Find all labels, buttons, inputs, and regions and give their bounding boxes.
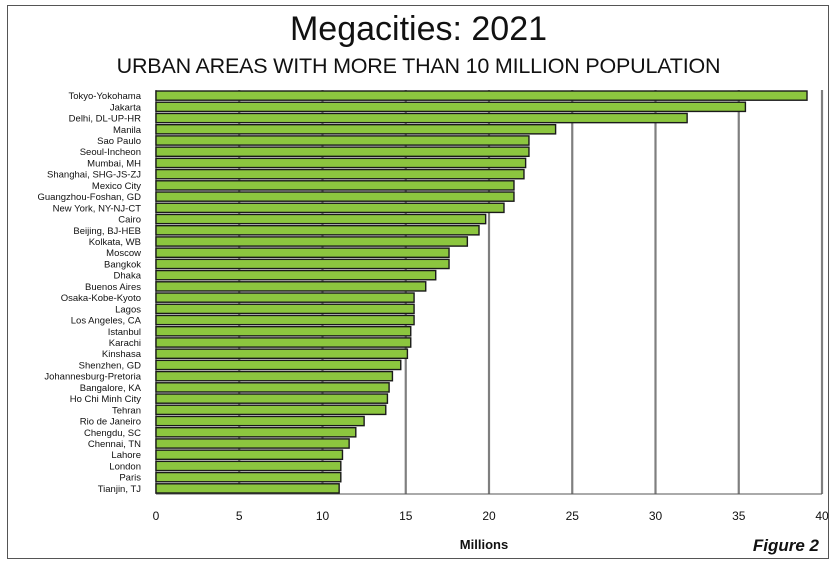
bar	[155, 460, 342, 472]
category-label: Buenos Aires	[85, 282, 141, 293]
bar	[155, 90, 808, 101]
category-label: Mumbai, MH	[87, 158, 141, 169]
category-label: Lagos	[115, 304, 141, 315]
x-tick-label: 30	[649, 509, 663, 523]
bar	[155, 180, 515, 191]
bar	[155, 471, 342, 483]
x-tick-label: 15	[399, 509, 413, 523]
bars	[155, 90, 808, 494]
category-label: Los Angeles, CA	[71, 316, 142, 327]
bar	[155, 236, 469, 247]
bar	[155, 325, 412, 337]
bar	[155, 224, 480, 236]
bar	[155, 112, 688, 124]
x-tick-label: 35	[732, 509, 746, 523]
category-label: Lahore	[111, 450, 141, 461]
category-label: Manila	[113, 125, 142, 136]
bar	[155, 135, 530, 146]
category-label: Johannesburg-Pretoria	[44, 372, 141, 383]
x-tick-labels: 0 5 10 15 20 25 30 35 40	[153, 509, 829, 523]
x-axis-label: Millions	[459, 537, 509, 552]
category-label: Beijing, BJ-HEB	[73, 226, 141, 237]
x-tick-label: 40	[815, 509, 829, 523]
bar	[155, 404, 387, 416]
category-label: Jakarta	[110, 102, 142, 113]
category-label: Guangzhou-Foshan, GD	[37, 192, 141, 203]
bar	[155, 303, 415, 315]
bar	[155, 191, 515, 202]
category-label: Osaka-Kobe-Kyoto	[61, 293, 141, 304]
gridlines	[155, 90, 824, 495]
category-label: Paris	[119, 473, 141, 484]
bar	[155, 359, 402, 371]
category-label: Kolkata, WB	[89, 237, 141, 248]
bar	[155, 337, 412, 348]
category-label: Bangkok	[104, 259, 141, 270]
category-label: Karachi	[109, 338, 141, 349]
bar	[155, 101, 747, 113]
bar	[155, 157, 527, 169]
bar	[155, 415, 365, 427]
category-label: Delhi, DL-UP-HR	[69, 114, 141, 125]
bar	[155, 202, 505, 214]
category-label: Shenzhen, GD	[79, 360, 141, 371]
category-label: Tianjin, TJ	[98, 484, 142, 495]
category-label: Tokyo-Yokohama	[68, 91, 141, 102]
x-tick-label: 10	[316, 509, 330, 523]
x-tick-label: 5	[236, 509, 243, 523]
category-label: Bangalore, KA	[80, 383, 142, 394]
bar	[155, 382, 390, 393]
figure-label: Figure 2	[752, 536, 819, 555]
category-label: Seoul-Incheon	[80, 147, 141, 158]
category-label: Chennai, TN	[88, 439, 141, 450]
bar	[155, 438, 350, 449]
bar	[155, 168, 525, 180]
chart-title: Megacities: 2021	[289, 10, 548, 48]
bar	[155, 123, 557, 135]
category-label: Shanghai, SHG-JS-ZJ	[47, 170, 141, 181]
category-label: Istanbul	[108, 327, 141, 338]
bar	[155, 393, 389, 404]
bar	[155, 370, 394, 382]
bar	[155, 269, 437, 281]
category-label: Cairo	[118, 215, 141, 226]
chart-subtitle: URBAN AREAS WITH MORE THAN 10 MILLION PO…	[116, 54, 721, 78]
bar	[155, 247, 450, 259]
bar	[155, 426, 357, 438]
category-label: New York, NY-NJ-CT	[53, 203, 142, 214]
x-tick-label: 0	[153, 509, 160, 523]
category-label: Rio de Janeiro	[80, 417, 141, 428]
category-label: Chengdu, SC	[84, 428, 141, 439]
category-label: Dhaka	[114, 271, 142, 282]
bar	[155, 449, 344, 461]
category-label: Ho Chi Minh City	[70, 394, 142, 405]
bar	[155, 213, 487, 225]
x-tick-label: 25	[566, 509, 580, 523]
category-label: London	[109, 461, 141, 472]
category-label: Mexico City	[92, 181, 141, 192]
category-label: Sao Paulo	[97, 136, 141, 147]
x-tick-label: 20	[482, 509, 496, 523]
category-label: Moscow	[106, 248, 141, 259]
category-label: Tehran	[112, 405, 141, 416]
bar	[155, 314, 415, 326]
bar	[155, 258, 450, 270]
bar	[155, 348, 409, 360]
bar	[155, 483, 340, 494]
bar	[155, 281, 427, 292]
bar	[155, 146, 530, 158]
bar	[155, 292, 415, 303]
category-label: Kinshasa	[102, 349, 142, 360]
